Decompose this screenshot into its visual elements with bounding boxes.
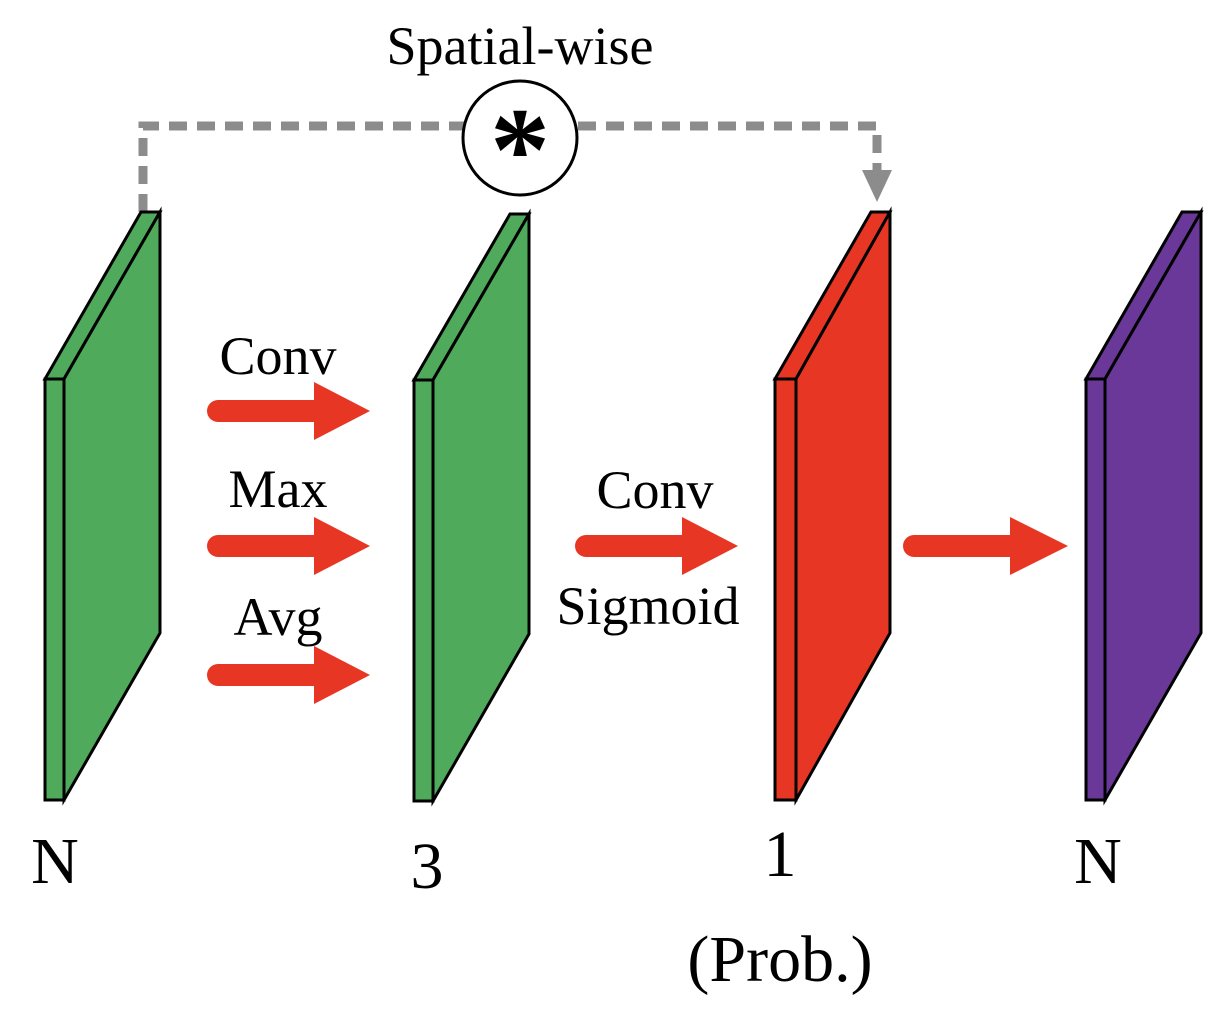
op-label-conv: Conv: [219, 326, 336, 386]
arrow-max: [207, 517, 370, 575]
layer-sublabel-attention-map: (Prob.): [687, 923, 872, 996]
stage1-ops: Conv Max Avg: [207, 326, 370, 704]
layer-pooled-face: [431, 208, 531, 807]
layer-label-input: N: [31, 825, 79, 898]
skip-connection-line: [138, 121, 882, 212]
layer-input-face: [62, 206, 162, 806]
stage2-ops: Conv Sigmoid: [556, 460, 739, 636]
layer-pooled: [411, 208, 532, 807]
layer-input-edge: [43, 377, 66, 802]
skip-connection-arrowhead: [862, 170, 892, 202]
layer-label-pooled: 3: [411, 830, 444, 903]
arrow-conv-sigmoid: [575, 517, 738, 575]
op-label-avg: Avg: [234, 587, 323, 647]
layer-label-output: N: [1074, 825, 1122, 898]
arrow-avg: [207, 646, 370, 704]
op-label-sigmoid: Sigmoid: [556, 576, 739, 636]
diagram-title: Spatial-wise: [387, 16, 654, 76]
arrow-conv: [207, 382, 370, 440]
layer-attention-map: [772, 206, 893, 806]
layer-output-edge: [1084, 377, 1107, 802]
skip-connection: [138, 121, 892, 212]
layer-attention-map-face: [794, 206, 892, 806]
op-label-max: Max: [229, 459, 328, 519]
layer-label-attention-map: 1: [764, 818, 797, 891]
layer-pooled-edge: [412, 378, 435, 803]
op-label-conv-2: Conv: [596, 460, 713, 520]
layer-input: [42, 206, 163, 806]
layer-output-face: [1103, 206, 1203, 806]
multiply-asterisk-icon: *: [490, 83, 550, 216]
layer-attention-map-edge: [773, 377, 798, 802]
operator-circle: [461, 79, 579, 197]
operator-node: *: [461, 79, 579, 216]
layer-output: [1083, 206, 1204, 806]
arrow-apply: [903, 517, 1068, 575]
